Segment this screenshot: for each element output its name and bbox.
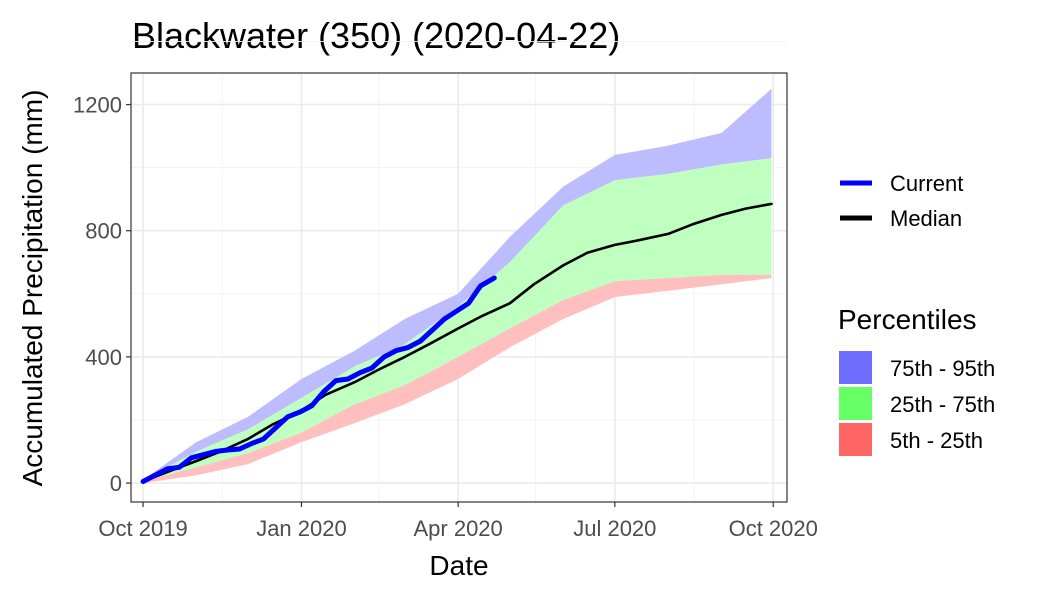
legend-label-25th-75th: 25th - 75th — [890, 392, 995, 417]
x-tick-label: Jan 2020 — [256, 516, 347, 541]
band-25th-75th — [143, 158, 772, 482]
plot-border — [130, 72, 788, 503]
legend-key-5th-25th — [839, 423, 872, 456]
legend: Percentiles Current Median 75th - 95th 25th… — [838, 171, 995, 456]
band-75th-95th — [143, 88, 772, 480]
chart-title: Blackwater (350) (2020-04-22) — [132, 15, 620, 56]
y-tick-label: 1200 — [73, 93, 122, 118]
x-axis-title: Date — [429, 550, 488, 581]
series-line-current — [140, 275, 497, 484]
y-tick-label: 0 — [110, 471, 122, 496]
x-tick-label: Oct 2020 — [729, 516, 818, 541]
legend-label-median: Median — [890, 206, 962, 231]
plot-area — [130, 41, 788, 503]
legend-label-current: Current — [890, 171, 963, 196]
band-5th-25th — [143, 274, 772, 484]
y-tick-label: 800 — [85, 219, 122, 244]
series-lines — [140, 202, 773, 484]
x-tick-label: Apr 2020 — [413, 516, 502, 541]
axes: 0 400 800 1200 Oct 2019 Jan 2020 Apr 2020 Jul 2… — [73, 93, 818, 541]
x-tick-label: Jul 2020 — [573, 516, 656, 541]
legend-label-75th-95th: 75th - 95th — [890, 356, 995, 381]
legend-key-25th-75th — [839, 387, 872, 420]
legend-bands-title: Percentiles — [838, 304, 977, 335]
y-tick-label: 400 — [85, 345, 122, 370]
legend-key-75th-95th — [839, 351, 872, 384]
percentile-bands — [143, 88, 772, 484]
y-axis-title: Accumulated Precipitation (mm) — [17, 90, 48, 487]
legend-label-5th-25th: 5th - 25th — [890, 428, 983, 453]
series-line-median — [141, 202, 773, 483]
x-tick-label: Oct 2019 — [98, 516, 187, 541]
